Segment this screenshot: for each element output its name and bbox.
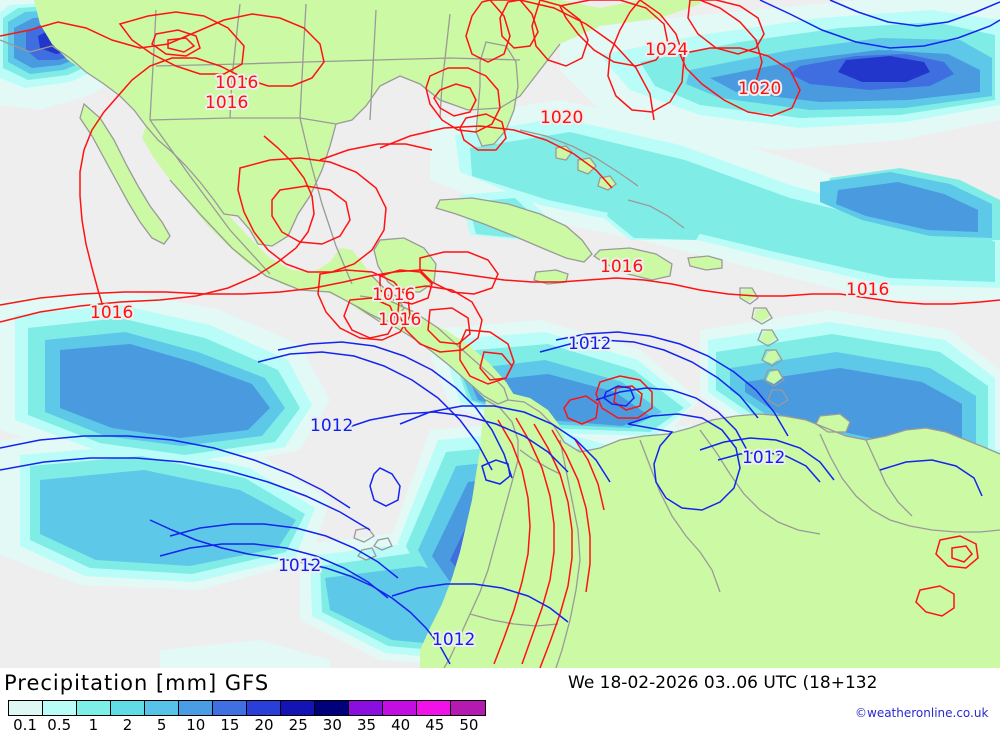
isobar-label-halo: 1016	[215, 73, 258, 93]
legend-tick-20: 20	[254, 716, 274, 733]
landmass-layer	[34, 0, 1000, 668]
isobar-label-layer: 1016101610161016102410241020102010201020…	[88, 38, 891, 652]
legend-swatch-45	[417, 701, 451, 715]
legend-tick-10: 10	[186, 716, 206, 733]
isobar-label-halo: 1024	[645, 40, 688, 60]
coastline-layer	[0, 3, 1000, 668]
isobar-label-1012-14: 1012	[432, 630, 475, 650]
precipitation-legend: 0.1 0.5 1 2 5 10 15 20 25 30 35 40 45 50	[8, 700, 508, 733]
isobar-label-halo: 1012	[432, 630, 475, 650]
legend-swatch-40	[383, 701, 417, 715]
isobar-label-halo: 1016	[372, 285, 415, 305]
legend-tick-1: 1	[88, 716, 99, 733]
legend-tick-5: 5	[156, 716, 167, 733]
isobar-label-halo: 1020	[540, 108, 583, 128]
legend-tick-35: 35	[356, 716, 377, 733]
isobar-layer	[0, 0, 1000, 668]
isobar-low-group	[0, 0, 1000, 665]
legend-tick-0.1: 0.1	[13, 716, 37, 733]
isobar-label-halo: 1016	[846, 280, 889, 300]
legend-tick-2: 2	[122, 716, 133, 733]
isobar-label-halo: 1016	[90, 303, 133, 323]
isobar-label-1012-10: 1012	[568, 334, 611, 354]
legend-swatch-5	[145, 701, 179, 715]
legend-tick-labels: 0.1 0.5 1 2 5 10 15 20 25 30 35 40 45 50	[8, 716, 508, 733]
legend-swatch-1	[77, 701, 111, 715]
legend-swatch-10	[179, 701, 213, 715]
legend-swatch-25	[281, 701, 315, 715]
isobar-label-halo: 1016	[600, 257, 643, 277]
legend-swatch-0.5	[43, 701, 77, 715]
legend-swatch-30	[315, 701, 349, 715]
legend-swatch-50	[451, 701, 485, 715]
isobar-label-1016-7: 1016	[90, 303, 133, 323]
legend-tick-30: 30	[322, 716, 342, 733]
isobar-label-1024-2: 1024	[645, 40, 688, 60]
isobar-label-1020-4: 1020	[540, 108, 583, 128]
isobar-label-1016-0: 1016	[215, 73, 258, 93]
isobar-high-group	[0, 0, 1000, 668]
legend-tick-50: 50	[459, 716, 479, 733]
footer-date: We 18-02-2026 03..06 UTC (18+132	[568, 673, 878, 693]
legend-tick-0.5: 0.5	[47, 716, 72, 733]
isobar-label-1016-8: 1016	[372, 285, 415, 305]
isobar-label-1020-3: 1020	[738, 79, 781, 99]
footer-copyright: ©weatheronline.co.uk	[855, 706, 989, 720]
isobar-label-halo: 1012	[742, 448, 785, 468]
footer-title: Precipitation [mm] GFS	[4, 671, 270, 695]
isobar-label-1016-6: 1016	[846, 280, 889, 300]
legend-swatch-2	[111, 701, 145, 715]
legend-tick-15: 15	[220, 716, 240, 733]
isobar-label-halo: 1016	[205, 93, 248, 113]
isobar-label-1012-13: 1012	[278, 556, 321, 576]
isobar-label-1012-12: 1012	[742, 448, 785, 468]
legend-swatch-35	[349, 701, 383, 715]
legend-color-bar	[8, 700, 486, 716]
isobar-label-halo: 1020	[738, 79, 781, 99]
map-canvas[interactable]: 1016 1016 1016 1016 1024 1024 1020 1020 1020 1020…	[0, 0, 1000, 668]
legend-tick-45: 45	[425, 716, 445, 733]
isobar-label-halo: 1016	[378, 310, 421, 330]
isobar-label-1016-9: 1016	[378, 310, 421, 330]
legend-swatch-20	[247, 701, 281, 715]
isobar-label-1016-1: 1016	[205, 93, 248, 113]
isobar-label-1012-11: 1012	[310, 416, 353, 436]
map-footer: Precipitation [mm] GFS We 18-02-2026 03.…	[0, 668, 1000, 733]
legend-tick-25: 25	[288, 716, 308, 733]
isobar-label-halo: 1012	[310, 416, 353, 436]
isobar-label-1016-5: 1016	[600, 257, 643, 277]
map-svg: 1016101610161016102410241020102010201020…	[0, 0, 1000, 668]
legend-tick-40: 40	[391, 716, 411, 733]
isobar-label-halo: 1012	[568, 334, 611, 354]
isobar-label-halo: 1012	[278, 556, 321, 576]
legend-swatch-0.1	[9, 701, 43, 715]
legend-swatch-15	[213, 701, 247, 715]
